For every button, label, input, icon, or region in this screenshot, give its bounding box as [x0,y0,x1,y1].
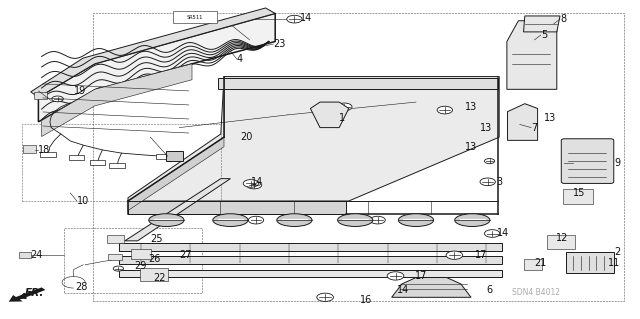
Text: 8: 8 [560,14,566,24]
FancyBboxPatch shape [156,154,171,159]
Text: 23: 23 [273,39,285,49]
Text: SR511: SR511 [186,15,203,20]
Polygon shape [31,8,275,97]
Text: 18: 18 [38,145,51,155]
Polygon shape [128,77,499,201]
Circle shape [287,15,302,23]
FancyBboxPatch shape [131,249,151,259]
Circle shape [113,266,124,271]
Text: 14: 14 [497,228,509,238]
Polygon shape [128,137,224,211]
FancyBboxPatch shape [34,92,47,99]
Text: 13: 13 [544,113,556,123]
Polygon shape [508,104,538,140]
Text: 13: 13 [480,122,492,133]
Text: 26: 26 [148,254,161,264]
FancyBboxPatch shape [173,11,217,23]
Polygon shape [42,64,192,137]
FancyBboxPatch shape [119,256,502,264]
Circle shape [243,180,259,187]
Circle shape [370,216,385,224]
Text: 20: 20 [240,132,252,142]
FancyBboxPatch shape [119,270,502,277]
Polygon shape [310,102,349,128]
Text: 25: 25 [150,234,163,244]
FancyBboxPatch shape [547,235,575,249]
Circle shape [248,216,264,224]
Text: 9: 9 [614,158,621,168]
Circle shape [446,251,463,259]
Circle shape [246,181,262,189]
Text: 15: 15 [573,188,585,198]
Text: 14: 14 [300,12,312,23]
Circle shape [52,96,63,102]
Ellipse shape [454,214,490,226]
FancyBboxPatch shape [108,254,122,260]
FancyBboxPatch shape [40,152,56,157]
Text: 1: 1 [339,113,346,123]
FancyBboxPatch shape [166,151,183,161]
Polygon shape [507,21,557,89]
Text: SDN4 B4012: SDN4 B4012 [512,288,560,297]
Text: 28: 28 [76,282,88,292]
Text: 10: 10 [77,196,89,206]
Polygon shape [125,179,230,241]
FancyBboxPatch shape [19,252,31,258]
Text: 22: 22 [154,272,166,283]
Text: 11: 11 [608,258,620,268]
Text: 6: 6 [486,285,493,295]
Ellipse shape [398,214,434,226]
Circle shape [484,159,495,164]
Text: FR.: FR. [24,288,44,298]
Text: 14: 14 [397,285,409,295]
Text: 21: 21 [534,258,547,268]
FancyBboxPatch shape [140,268,168,281]
Polygon shape [128,201,346,214]
Circle shape [387,272,404,280]
FancyBboxPatch shape [563,189,593,204]
Text: 27: 27 [179,250,192,260]
Text: 5: 5 [541,30,547,40]
Text: 13: 13 [465,102,477,112]
Text: 3: 3 [496,177,502,187]
Ellipse shape [338,214,373,226]
Text: 17: 17 [415,271,427,281]
Text: 12: 12 [556,233,568,243]
Text: 7: 7 [531,122,538,133]
Text: 14: 14 [251,177,263,187]
Ellipse shape [212,214,248,226]
Text: 29: 29 [134,261,147,271]
Text: 17: 17 [475,250,487,260]
FancyBboxPatch shape [23,145,36,153]
FancyBboxPatch shape [109,163,125,168]
Text: 13: 13 [465,142,477,152]
Ellipse shape [277,214,312,226]
Circle shape [437,106,452,114]
Polygon shape [38,13,275,122]
Text: 16: 16 [360,295,372,305]
FancyBboxPatch shape [119,243,502,251]
FancyBboxPatch shape [90,160,105,165]
Text: 24: 24 [31,250,43,260]
Text: 4: 4 [237,54,243,64]
Text: 2: 2 [614,247,621,257]
Polygon shape [524,16,560,32]
Polygon shape [218,78,498,89]
Circle shape [337,103,352,111]
FancyArrow shape [9,287,45,302]
Polygon shape [392,278,471,297]
Circle shape [317,293,333,301]
FancyBboxPatch shape [69,155,84,160]
Circle shape [484,230,500,237]
Ellipse shape [149,214,184,226]
FancyBboxPatch shape [566,252,614,273]
FancyBboxPatch shape [524,259,542,270]
Circle shape [480,178,495,186]
FancyBboxPatch shape [561,139,614,183]
FancyBboxPatch shape [107,235,124,243]
Text: 19: 19 [74,86,86,96]
